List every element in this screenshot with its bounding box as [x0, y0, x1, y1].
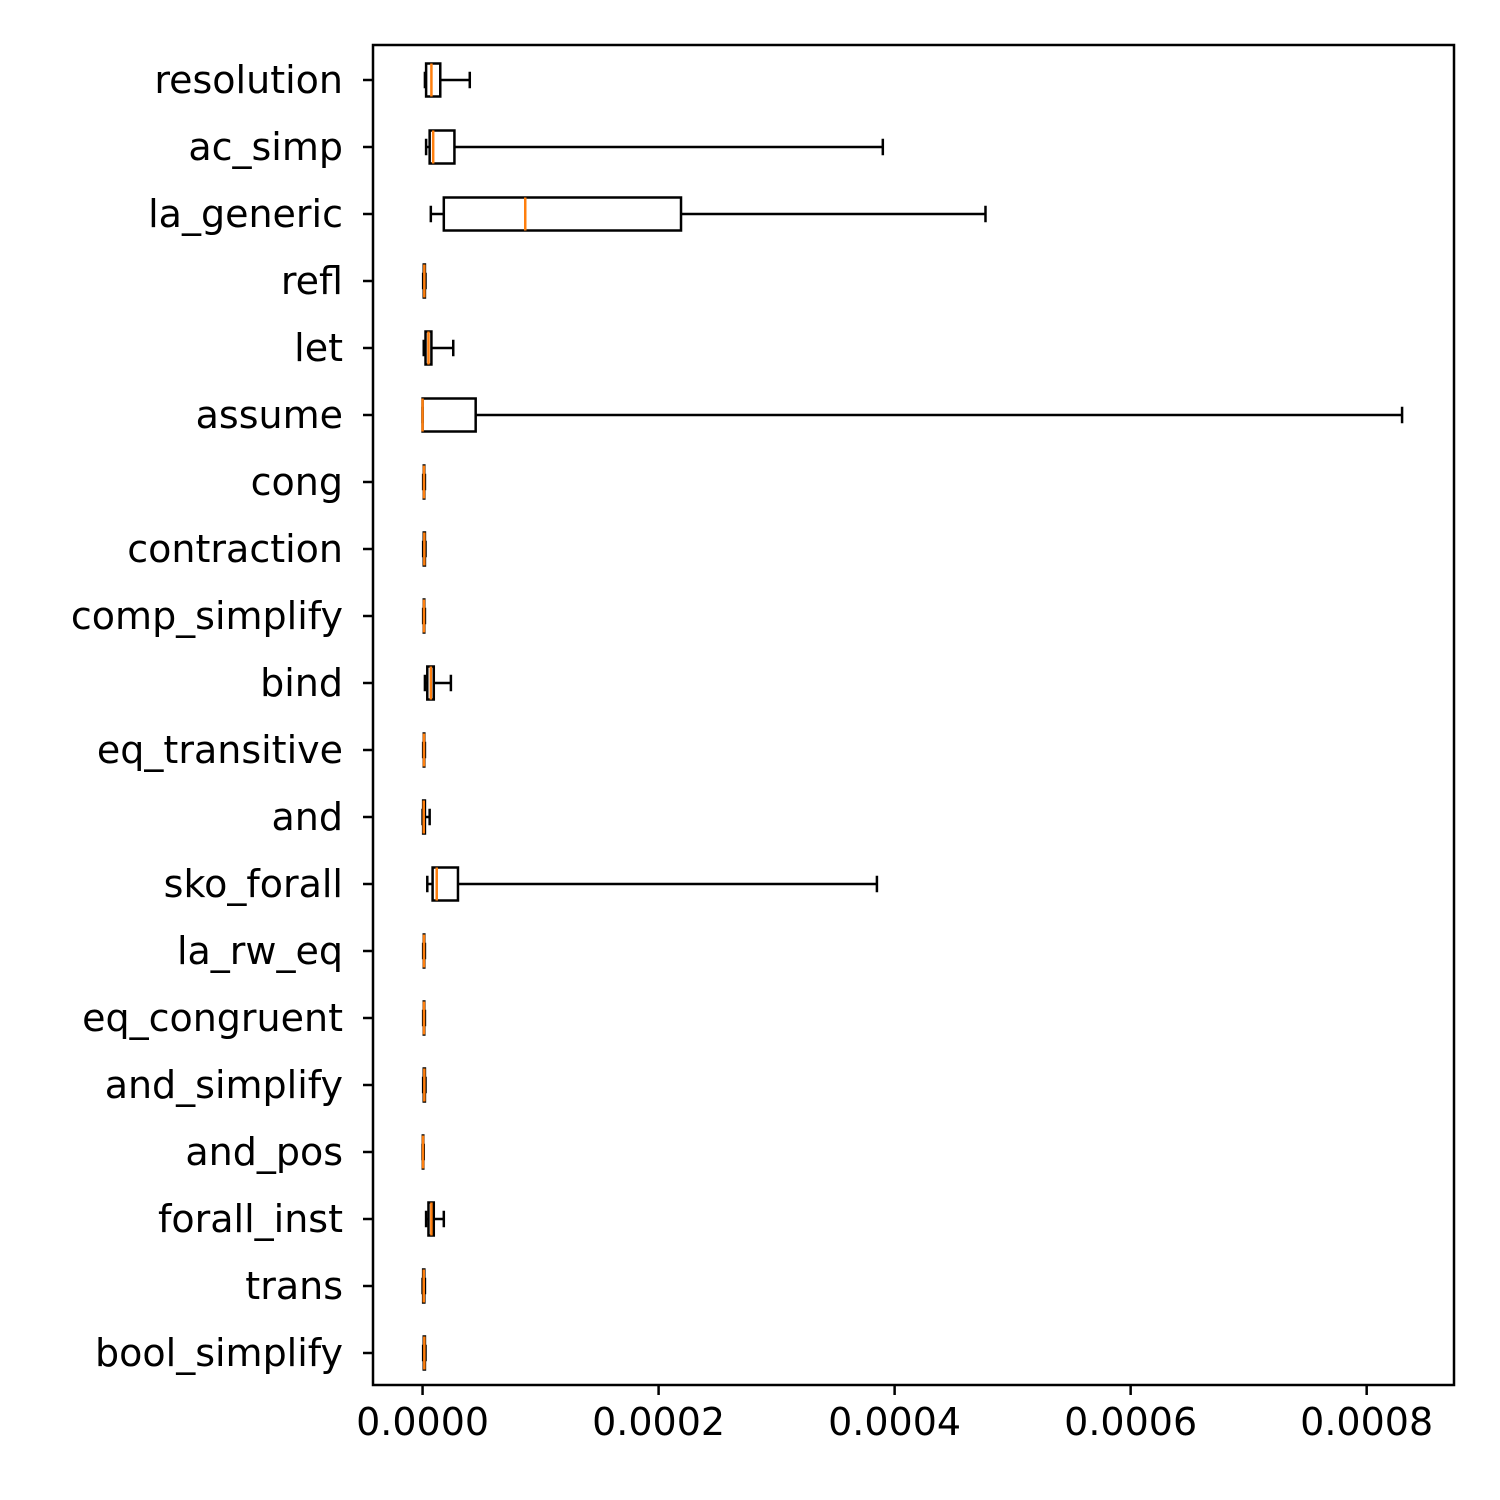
y-tick-label-la_generic: la_generic — [148, 192, 343, 236]
box-eq_transitive — [421, 732, 427, 768]
y-tick-label-trans: trans — [245, 1264, 343, 1308]
box-refl — [421, 263, 427, 299]
box-forall_inst — [424, 1201, 446, 1237]
y-tick-label-forall_inst: forall_inst — [158, 1197, 343, 1241]
y-tick-label-eq_congruent: eq_congruent — [82, 996, 343, 1040]
y-tick-label-comp_simplify: comp_simplify — [71, 594, 343, 638]
box-assume — [421, 397, 1404, 433]
box-contraction — [421, 531, 427, 567]
box-iqr-sko_forall — [431, 866, 460, 902]
y-tick-label-ac_simp: ac_simp — [188, 125, 343, 169]
y-tick-label-eq_transitive: eq_transitive — [97, 728, 343, 772]
box-and_simplify — [421, 1067, 427, 1103]
box-la_generic — [429, 196, 987, 232]
plot-frame — [371, 43, 1456, 1387]
x-axis: 0.0000 0.0002 0.0004 0.0006 0.0008 — [356, 1385, 1433, 1444]
box-iqr-assume — [421, 397, 477, 433]
box-iqr-ac_simp — [428, 129, 456, 165]
box-ac_simp — [424, 129, 885, 165]
y-tick-label-assume: assume — [196, 393, 343, 437]
y-tick-label-bool_simplify: bool_simplify — [95, 1331, 343, 1375]
y-tick-label-sko_forall: sko_forall — [164, 862, 343, 906]
box-eq_congruent — [421, 1000, 427, 1036]
box-comp_simplify — [421, 598, 427, 634]
box-sko_forall — [426, 866, 879, 902]
boxes-group — [421, 62, 1404, 1371]
box-bool_simplify — [421, 1335, 427, 1371]
y-tick-label-let: let — [294, 326, 343, 370]
box-resolution — [423, 62, 472, 98]
x-tick-label-1: 0.0002 — [592, 1400, 725, 1444]
box-cong — [421, 464, 427, 500]
box-and — [421, 799, 431, 835]
box-let — [422, 330, 455, 366]
box-trans — [421, 1268, 427, 1304]
y-tick-label-and_pos: and_pos — [185, 1130, 343, 1174]
box-iqr-la_generic — [442, 196, 683, 232]
y-tick-label-refl: refl — [281, 259, 343, 303]
y-tick-label-contraction: contraction — [127, 527, 343, 571]
y-tick-label-cong: cong — [251, 460, 343, 504]
box-iqr-resolution — [424, 62, 442, 98]
y-tick-label-resolution: resolution — [154, 58, 343, 102]
y-tick-label-and: and — [272, 795, 344, 839]
y-tick-label-la_rw_eq: la_rw_eq — [177, 929, 343, 973]
x-tick-label-3: 0.0006 — [1064, 1400, 1197, 1444]
x-tick-label-0: 0.0000 — [356, 1400, 489, 1444]
x-tick-label-4: 0.0008 — [1300, 1400, 1433, 1444]
y-tick-label-bind: bind — [260, 661, 343, 705]
x-tick-label-2: 0.0004 — [828, 1400, 961, 1444]
box-la_rw_eq — [421, 933, 427, 969]
box-and_pos — [421, 1134, 425, 1170]
box-bind — [423, 665, 453, 701]
y-tick-label-and_simplify: and_simplify — [105, 1063, 343, 1107]
